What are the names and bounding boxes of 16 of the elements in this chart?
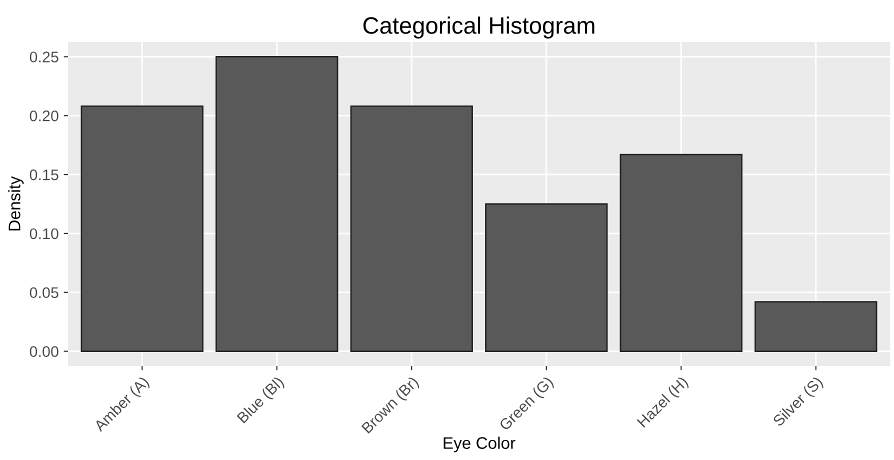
x-tick-label: Blue (Bl) (236, 376, 286, 426)
y-tick-label: 0.15 (30, 169, 58, 180)
bar (485, 203, 608, 352)
bar (620, 154, 742, 352)
y-tick-label: 0.05 (30, 287, 58, 298)
bar (754, 301, 878, 352)
x-axis-title: Eye Color (444, 436, 516, 452)
chart-title: Categorical Histogram (363, 16, 594, 39)
bar (216, 56, 338, 352)
bar (80, 106, 204, 352)
bar (350, 106, 473, 352)
y-tick-label: 0.20 (30, 110, 58, 122)
y-tick-label: 0.00 (30, 346, 58, 357)
y-axis-title: Density (8, 176, 24, 230)
y-tick-label: 0.25 (30, 52, 58, 62)
y-tick-label: 0.10 (30, 228, 58, 240)
